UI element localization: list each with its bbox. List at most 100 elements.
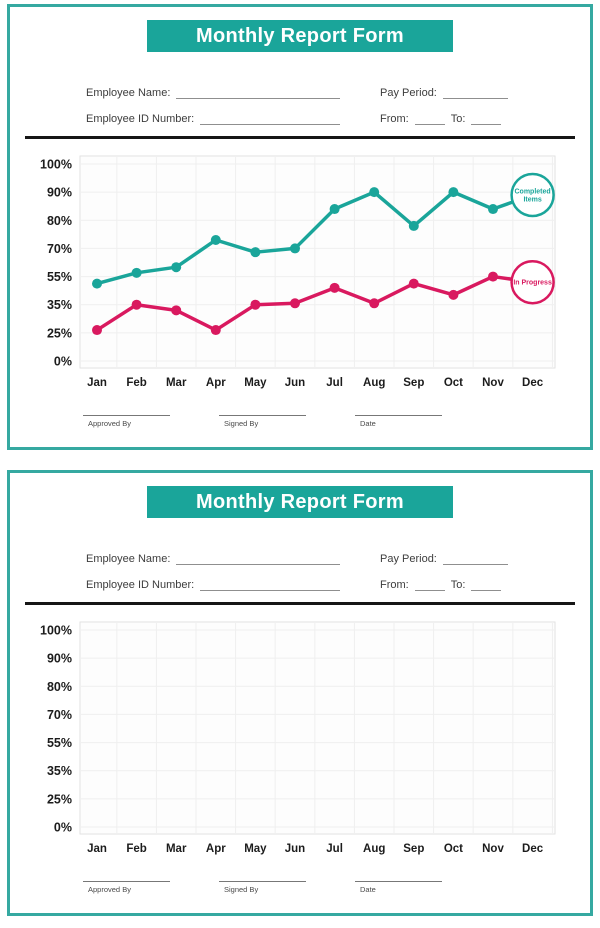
data-point	[329, 282, 340, 293]
date-block: Date	[355, 881, 442, 894]
x-axis-month-label: Sep	[403, 843, 424, 855]
employee-id-label: Employee ID Number:	[86, 579, 195, 591]
y-axis-tick-label: 35%	[47, 298, 72, 312]
employee-name-field: Employee Name:	[86, 87, 340, 99]
data-point	[448, 289, 459, 300]
date-block: Date	[355, 415, 442, 428]
data-point	[92, 278, 102, 289]
employee-id-input-line[interactable]	[200, 114, 340, 125]
x-axis-month-label: Jan	[87, 843, 107, 855]
data-point	[131, 299, 142, 310]
data-point	[210, 325, 221, 336]
field-row-name: Employee Name: Pay Period:	[86, 83, 508, 99]
pay-period-label: Pay Period:	[380, 87, 437, 99]
employee-name-label: Employee Name:	[86, 553, 171, 565]
employee-id-field: Employee ID Number:	[86, 579, 340, 591]
data-point	[210, 234, 221, 245]
form-fields: Employee Name: Pay Period: Employee ID N…	[10, 549, 590, 591]
y-axis-tick-label: 70%	[47, 242, 72, 256]
data-point	[250, 247, 261, 258]
monthly-line-chart: 100% 90% 80% 70% 55% 35% 25% 0% Jan Feb Mar Apr May J…	[40, 155, 556, 389]
y-axis-tick-label: 35%	[47, 764, 72, 778]
x-axis-month-label: Aug	[363, 843, 385, 855]
date-label: Date	[360, 885, 376, 894]
y-axis-tick-label: 55%	[47, 270, 72, 284]
section-divider	[25, 602, 575, 605]
data-point	[250, 299, 261, 310]
legend-label: In Progress	[513, 280, 552, 287]
data-point	[408, 278, 419, 289]
from-label: From:	[380, 579, 409, 591]
from-input-line[interactable]	[414, 114, 445, 125]
date-label: Date	[360, 419, 376, 428]
signed-by-label: Signed By	[224, 419, 259, 428]
x-axis-month-label: Aug	[363, 377, 385, 389]
series-line	[95, 274, 535, 332]
signature-row: Approved By Signed By Date	[10, 881, 590, 894]
employee-name-field: Employee Name:	[86, 553, 340, 565]
y-axis-tick-label: 90%	[47, 652, 72, 666]
employee-id-label: Employee ID Number:	[86, 113, 195, 125]
legend-bubble	[510, 259, 555, 305]
to-label: To:	[450, 579, 466, 591]
section-divider	[25, 136, 575, 139]
y-axis-tick-label: 0%	[54, 355, 72, 369]
data-point	[171, 262, 182, 273]
x-axis-month-label: Feb	[126, 843, 146, 855]
data-point	[329, 204, 340, 215]
field-row-id: Employee ID Number: From: To:	[86, 109, 508, 125]
y-axis-tick-label: 100%	[40, 624, 72, 638]
signed-by-signature-line[interactable]	[219, 881, 306, 882]
legend-label: Completed	[515, 188, 551, 195]
approved-by-block: Approved By	[83, 415, 170, 428]
data-point	[369, 187, 380, 198]
from-to-field: From: To:	[380, 113, 508, 125]
report-form-panel-1: Monthly Report Form Employee Name: Pay P…	[7, 4, 593, 450]
employee-name-input-line[interactable]	[176, 88, 340, 99]
y-axis-tick-label: 100%	[40, 158, 72, 172]
approved-by-label: Approved By	[88, 419, 131, 428]
data-point	[408, 220, 419, 231]
pay-period-input-line[interactable]	[442, 88, 508, 99]
y-axis-tick-label: 25%	[47, 792, 72, 806]
signed-by-signature-line[interactable]	[219, 415, 306, 416]
x-axis-month-label: Feb	[126, 377, 146, 389]
to-label: To:	[450, 113, 466, 125]
y-axis-tick-label: 0%	[54, 821, 72, 835]
x-axis-month-label: Mar	[166, 843, 187, 855]
form-title-banner: Monthly Report Form	[147, 486, 453, 518]
x-axis-month-label: May	[244, 377, 267, 389]
report-form-panel-2: Monthly Report Form Employee Name: Pay P…	[7, 470, 593, 916]
signed-by-block: Signed By	[219, 881, 306, 894]
from-input-line[interactable]	[414, 580, 445, 591]
x-axis-month-label: Sep	[403, 377, 424, 389]
date-signature-line[interactable]	[355, 415, 442, 416]
pay-period-input-line[interactable]	[442, 554, 508, 565]
approved-by-signature-line[interactable]	[83, 415, 170, 416]
y-axis-tick-label: 80%	[47, 680, 72, 694]
x-axis-month-label: Nov	[482, 843, 504, 855]
form-title-banner: Monthly Report Form	[147, 20, 453, 52]
employee-name-label: Employee Name:	[86, 87, 171, 99]
x-axis-month-label: Dec	[522, 843, 544, 855]
x-axis-month-label: Apr	[206, 377, 226, 389]
to-input-line[interactable]	[471, 580, 502, 591]
employee-name-input-line[interactable]	[176, 554, 340, 565]
field-row-id: Employee ID Number: From: To:	[86, 575, 508, 591]
form-title: Monthly Report Form	[196, 24, 404, 47]
to-input-line[interactable]	[471, 114, 502, 125]
pay-period-label: Pay Period:	[380, 553, 437, 565]
x-axis-month-label: Jun	[285, 377, 305, 389]
approved-by-signature-line[interactable]	[83, 881, 170, 882]
y-axis-tick-label: 55%	[47, 736, 72, 750]
y-axis-tick-label: 70%	[47, 708, 72, 722]
data-point	[131, 267, 142, 278]
date-signature-line[interactable]	[355, 881, 442, 882]
data-point	[448, 187, 459, 198]
x-axis-month-label: Jul	[326, 843, 343, 855]
data-point	[488, 204, 498, 215]
employee-id-input-line[interactable]	[200, 580, 340, 591]
x-axis-month-label: Dec	[522, 377, 544, 389]
plot-area	[79, 155, 556, 369]
